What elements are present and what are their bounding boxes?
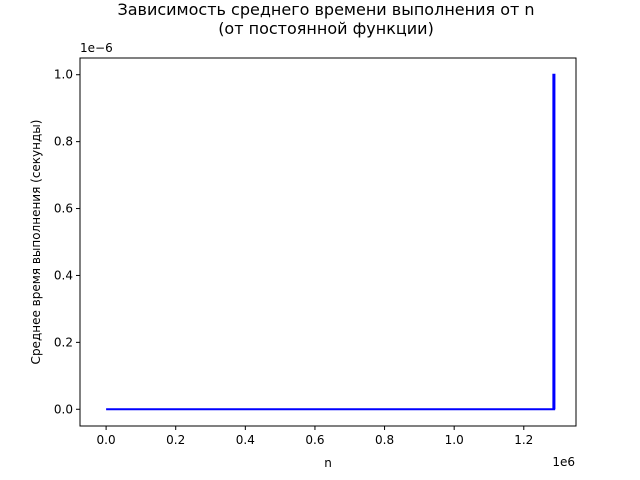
y-tick-label: 0.8: [54, 135, 73, 149]
y-offset-label: 1e−6: [80, 41, 113, 55]
x-axis-label: n: [324, 456, 332, 470]
x-tick-label: 0.2: [166, 433, 185, 447]
chart-title-line-1: Зависимость среднего времени выполнения …: [117, 0, 534, 19]
x-axis-ticks: 0.0 0.2 0.4 0.6 0.8 1.0 1.2: [97, 426, 533, 447]
x-tick-label: 0.0: [97, 433, 116, 447]
x-tick-label: 0.8: [375, 433, 394, 447]
x-tick-label: 1.0: [445, 433, 464, 447]
x-tick-label: 0.4: [236, 433, 255, 447]
y-tick-label: 0.0: [54, 402, 73, 416]
y-tick-label: 1.0: [54, 68, 73, 82]
series-line: [106, 73, 556, 411]
x-offset-label: 1e6: [552, 455, 575, 469]
y-tick-label: 0.6: [54, 202, 73, 216]
y-axis-ticks: 0.0 0.2 0.4 0.6 0.8 1.0: [54, 68, 80, 416]
plot-area: [79, 57, 577, 427]
y-tick-label: 0.2: [54, 335, 73, 349]
y-axis-label: Среднее время выполнения (секунды): [29, 120, 43, 365]
x-tick-label: 0.6: [305, 433, 324, 447]
y-tick-label: 0.4: [54, 268, 73, 282]
x-tick-label: 1.2: [514, 433, 533, 447]
series-layer: [106, 73, 556, 411]
chart-title-line-2: (от постоянной функции): [218, 19, 434, 38]
